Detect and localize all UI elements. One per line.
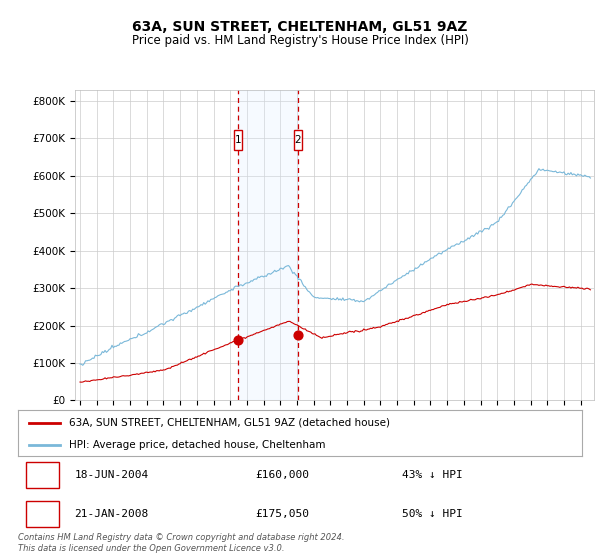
Text: 2: 2: [295, 135, 301, 145]
FancyBboxPatch shape: [294, 130, 302, 150]
Text: 1: 1: [39, 468, 47, 481]
Text: 18-JUN-2004: 18-JUN-2004: [74, 469, 149, 479]
Bar: [238, 90, 298, 400]
Text: 63A, SUN STREET, CHELTENHAM, GL51 9AZ (detached house): 63A, SUN STREET, CHELTENHAM, GL51 9AZ (d…: [69, 418, 390, 428]
Text: 50% ↓ HPI: 50% ↓ HPI: [401, 509, 462, 519]
Text: Contains HM Land Registry data © Crown copyright and database right 2024.
This d: Contains HM Land Registry data © Crown c…: [18, 533, 344, 553]
Text: 1: 1: [235, 135, 241, 145]
FancyBboxPatch shape: [234, 130, 242, 150]
Text: 43% ↓ HPI: 43% ↓ HPI: [401, 469, 462, 479]
Text: 2: 2: [39, 508, 47, 521]
FancyBboxPatch shape: [26, 461, 59, 488]
Text: £160,000: £160,000: [255, 469, 309, 479]
Text: £175,050: £175,050: [255, 509, 309, 519]
Point: [233, 336, 242, 345]
Text: HPI: Average price, detached house, Cheltenham: HPI: Average price, detached house, Chel…: [69, 440, 325, 450]
Point: [293, 330, 302, 339]
Text: 63A, SUN STREET, CHELTENHAM, GL51 9AZ: 63A, SUN STREET, CHELTENHAM, GL51 9AZ: [133, 20, 467, 34]
Text: 21-JAN-2008: 21-JAN-2008: [74, 509, 149, 519]
FancyBboxPatch shape: [26, 501, 59, 527]
Text: Price paid vs. HM Land Registry's House Price Index (HPI): Price paid vs. HM Land Registry's House …: [131, 34, 469, 46]
